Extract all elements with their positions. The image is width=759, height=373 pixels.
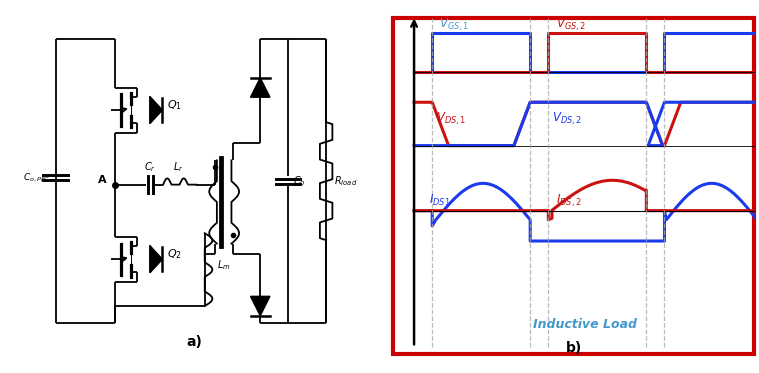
Text: $C_r$: $C_r$ xyxy=(144,160,156,174)
Text: $I_{DS,2}$: $I_{DS,2}$ xyxy=(556,193,581,209)
Polygon shape xyxy=(150,97,162,123)
Text: $Q_2$: $Q_2$ xyxy=(166,247,181,261)
Text: $V_{DS,2}$: $V_{DS,2}$ xyxy=(552,110,582,127)
Text: $L_r$: $L_r$ xyxy=(174,160,184,174)
Text: $V_{DS,1}$: $V_{DS,1}$ xyxy=(436,110,466,127)
Text: $I_{DS1}$: $I_{DS1}$ xyxy=(429,193,450,208)
Polygon shape xyxy=(250,78,270,97)
Text: $C_{o,PFC}$: $C_{o,PFC}$ xyxy=(23,172,50,184)
Text: A: A xyxy=(98,175,107,185)
Text: $R_{load}$: $R_{load}$ xyxy=(334,174,357,188)
Text: $Q_1$: $Q_1$ xyxy=(166,98,181,112)
Polygon shape xyxy=(150,246,162,272)
Text: Inductive Load: Inductive Load xyxy=(533,318,637,331)
Text: $L_m$: $L_m$ xyxy=(217,258,231,272)
Text: $V_{GS,2}$: $V_{GS,2}$ xyxy=(556,16,586,32)
Text: b): b) xyxy=(565,341,582,355)
Polygon shape xyxy=(250,296,270,316)
Text: $V_{GS,1}$: $V_{GS,1}$ xyxy=(439,16,470,32)
Text: a): a) xyxy=(187,335,202,350)
Text: $C_o$: $C_o$ xyxy=(293,174,306,188)
